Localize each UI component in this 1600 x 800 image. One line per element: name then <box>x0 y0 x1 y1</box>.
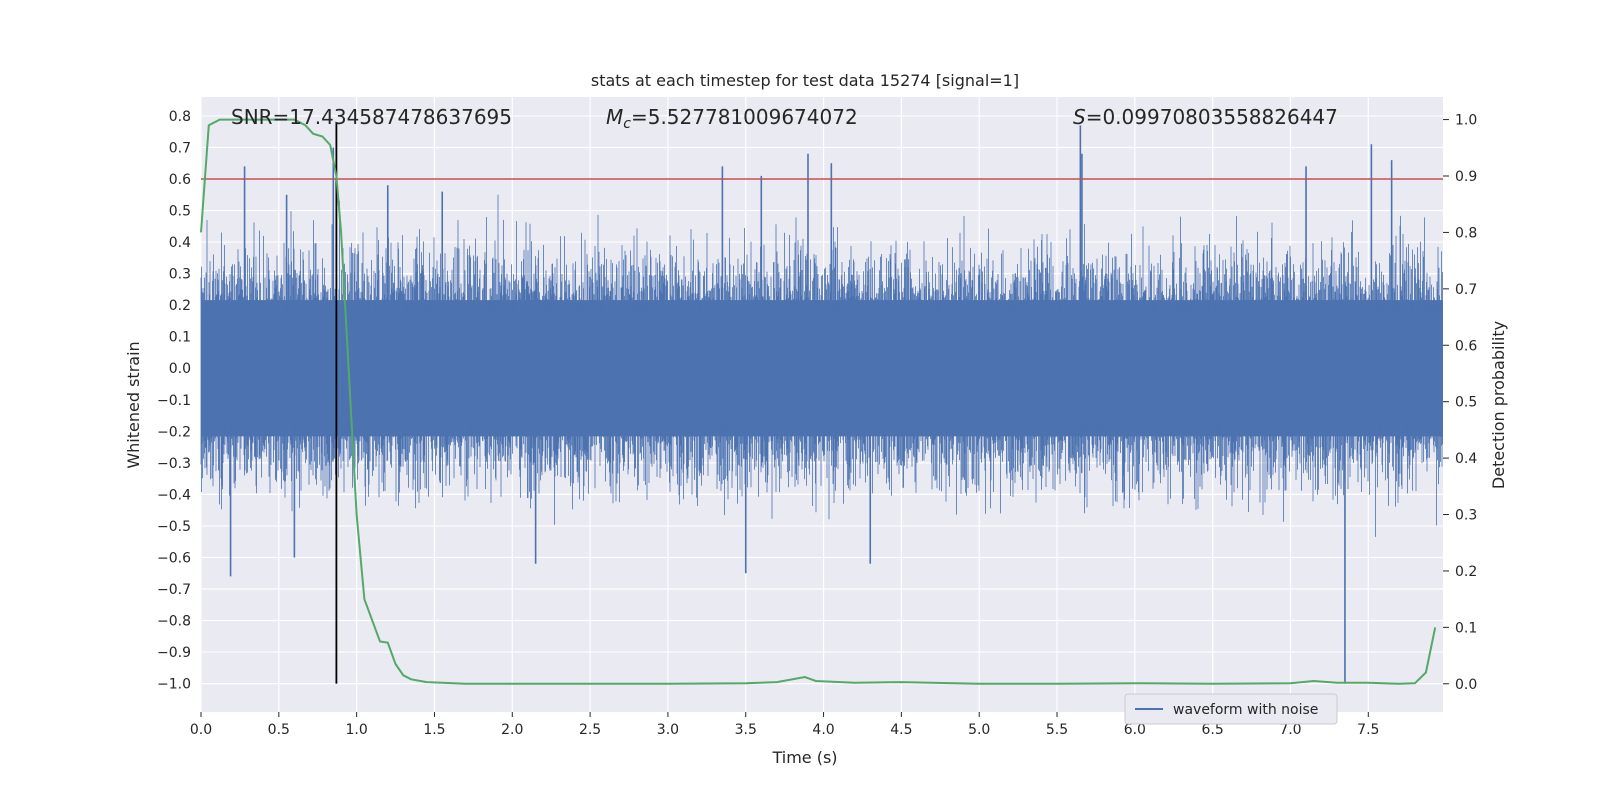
y-right-tick-label: 0.0 <box>1455 677 1477 693</box>
x-tick-label: 2.5 <box>579 722 601 738</box>
x-tick-label: 3.0 <box>657 722 679 738</box>
y-right-tick-label: 0.6 <box>1455 338 1477 354</box>
y-left-ticks: −1.0 −0.9 −0.8 −0.7 −0.6 −0.5 −0.4 −0.3 −0.2 −0.1… <box>157 109 191 693</box>
y-left-tick-label: 0.1 <box>169 330 191 346</box>
y-axis-label-left: Whitened strain <box>124 341 143 468</box>
y-left-tick-label: −0.3 <box>157 456 191 472</box>
legend-box <box>1124 693 1338 725</box>
overlays <box>201 122 1443 684</box>
y-right-tick-label: 0.2 <box>1455 564 1477 580</box>
y-left-tick-label: −0.6 <box>157 550 191 566</box>
probability-series <box>200 118 1437 685</box>
y-left-tick-label: −0.1 <box>157 393 191 409</box>
chirp-mass-annotation: Mc=5.527781009674072 <box>606 105 858 132</box>
x-axis-label: Time (s) <box>771 748 837 767</box>
waveform-noise <box>200 194 1443 537</box>
y-left-tick-label: 0.7 <box>169 140 191 156</box>
y-right-tick-label: 0.3 <box>1455 508 1477 524</box>
y-left-tick-label: 0.6 <box>169 172 191 188</box>
x-tick-label: 3.5 <box>735 722 757 738</box>
legend-label-waveform: waveform with noise <box>1173 702 1318 718</box>
y-right-ticks: 0.0 0.1 0.2 0.3 0.4 0.5 0.6 0.7 0.8 0.9 1.0 <box>1443 113 1477 693</box>
y-right-tick-label: 0.9 <box>1455 169 1477 185</box>
x-tick-label: 0.0 <box>190 722 212 738</box>
y-left-tick-label: −0.7 <box>157 582 191 598</box>
y-right-tick-label: 0.8 <box>1455 225 1477 241</box>
y-axis-label-right: Detection probability <box>1489 321 1508 489</box>
x-tick-label: 6.0 <box>1124 722 1146 738</box>
x-tick-label: 7.5 <box>1357 722 1379 738</box>
s-annotation: S=0.09970803558826447 <box>1073 105 1338 129</box>
y-left-tick-label: 0.0 <box>169 361 191 377</box>
x-tick-label: 1.0 <box>346 722 368 738</box>
chart-title: stats at each timestep for test data 152… <box>591 71 1019 90</box>
y-left-tick-label: −0.2 <box>157 424 191 440</box>
y-right-tick-label: 0.5 <box>1455 395 1477 411</box>
chirp-mass-value: =5.527781009674072 <box>631 105 858 129</box>
snr-annotation: SNR=17.434587478637695 <box>231 105 512 129</box>
x-tick-label: 4.5 <box>890 722 912 738</box>
y-left-tick-label: −0.9 <box>157 645 191 661</box>
s-symbol: S <box>1073 105 1086 129</box>
x-tick-label: 6.5 <box>1202 722 1224 738</box>
y-right-tick-label: 0.4 <box>1455 451 1477 467</box>
y-left-tick-label: −0.5 <box>157 519 191 535</box>
y-left-tick-label: −1.0 <box>157 677 191 693</box>
s-value: =0.09970803558826447 <box>1086 105 1338 129</box>
x-ticks: 0.0 0.5 1.0 1.5 2.0 2.5 3.0 3.5 4.0 4.5 5.0 5.5 6.0 6… <box>190 712 1379 738</box>
y-left-tick-label: 0.8 <box>169 109 191 125</box>
y-left-tick-label: −0.8 <box>157 614 191 630</box>
chirp-mass-subscript: c <box>623 116 631 132</box>
y-right-tick-label: 1.0 <box>1455 113 1477 129</box>
x-tick-label: 5.5 <box>1046 722 1068 738</box>
x-tick-label: 4.0 <box>812 722 834 738</box>
legend: waveform with noise <box>1124 693 1338 725</box>
y-left-tick-label: 0.5 <box>169 204 191 220</box>
probability-line <box>200 118 1437 685</box>
x-tick-label: 2.0 <box>501 722 523 738</box>
x-tick-label: 7.0 <box>1279 722 1301 738</box>
y-left-tick-label: 0.3 <box>169 267 191 283</box>
y-left-tick-label: 0.4 <box>169 235 191 251</box>
x-tick-label: 5.0 <box>968 722 990 738</box>
x-tick-label: 0.5 <box>268 722 290 738</box>
waveform-series <box>200 125 1443 684</box>
chirp-mass-symbol: M <box>606 105 623 129</box>
x-tick-label: 1.5 <box>423 722 445 738</box>
y-right-tick-label: 0.1 <box>1455 620 1477 636</box>
y-left-tick-label: −0.4 <box>157 487 191 503</box>
y-right-tick-label: 0.7 <box>1455 282 1477 298</box>
y-left-tick-label: 0.2 <box>169 298 191 314</box>
